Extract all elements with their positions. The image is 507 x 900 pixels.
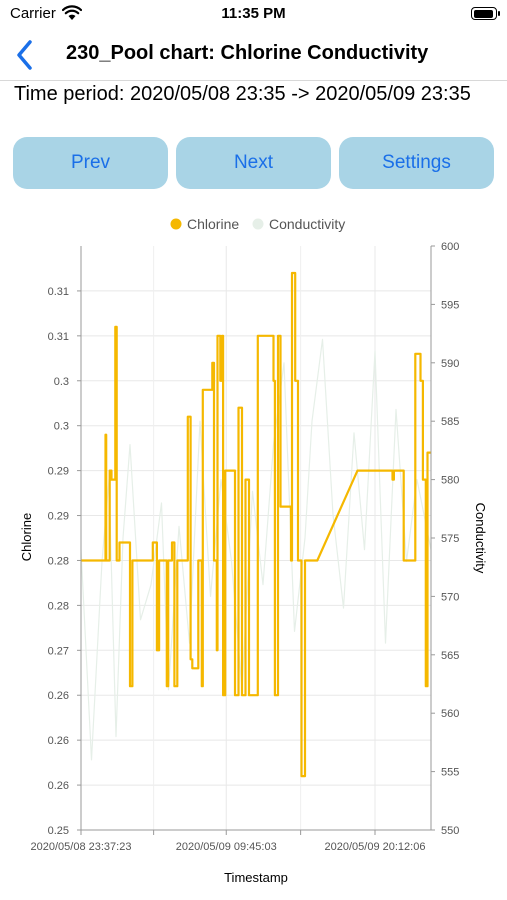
chart-legend: Chlorine Conductivity [170, 216, 345, 232]
page-title: 230_Pool chart: Chlorine Conductivity [66, 42, 429, 64]
button-row: Prev Next Settings [13, 137, 495, 189]
legend-label-chlorine: Chlorine [187, 216, 239, 232]
chart-grid [80, 246, 431, 831]
settings-button[interactable]: Settings [339, 137, 494, 189]
legend-label-conductivity: Conductivity [269, 216, 345, 232]
chart-axes: 0.25 0.26 0.26 0.26 0.27 0.28 0.28 0.29 0.29 0.3 0… [31, 241, 460, 853]
x-tick-label: 2020/05/09 09:45:03 [176, 841, 277, 853]
x-tick-label: 2020/05/09 20:12:06 [325, 841, 426, 853]
y-left-tick-label: 0.27 [48, 645, 69, 657]
status-time: 11:35 PM [221, 5, 286, 22]
y-axis-right-label: Conductivity [473, 503, 488, 574]
y-right-tick-label: 565 [441, 650, 459, 662]
legend-marker-chlorine [170, 218, 182, 230]
y-right-tick-label: 595 [441, 299, 459, 311]
series-line-chlorine [81, 271, 431, 778]
y-right-tick-label: 550 [441, 825, 459, 837]
battery-icon [471, 7, 500, 20]
y-right-tick-label: 585 [441, 416, 459, 428]
back-chevron-icon[interactable] [12, 38, 38, 72]
navigation-bar: 230_Pool chart: Chlorine Conductivity [0, 30, 507, 81]
y-left-tick-label: 0.31 [48, 331, 69, 343]
chlorine-conductivity-chart: Chlorine Conductivity 0.250.260.260.260.2… [19, 216, 488, 885]
chart-series [80, 271, 432, 778]
y-right-tick-label: 555 [441, 767, 459, 779]
y-right-tick-label: 575 [441, 533, 459, 545]
y-axis-left-label: Chlorine [19, 513, 34, 561]
y-left-tick-label: 0.31 [48, 286, 69, 298]
x-axis-label: Timestamp [224, 870, 288, 885]
y-left-tick-label: 0.28 [48, 555, 69, 567]
prev-button[interactable]: Prev [13, 137, 168, 189]
wifi-icon [62, 5, 82, 20]
y-left-tick-label: 0.3 [54, 376, 69, 388]
time-period-label: Time period: 2020/05/08 23:35 -> 2020/05… [14, 83, 471, 105]
y-left-tick-label: 0.25 [48, 825, 69, 837]
y-right-tick-label: 590 [441, 358, 459, 370]
x-tick-label: 2020/05/08 23:37:23 [31, 841, 132, 853]
y-right-tick-label: 560 [441, 708, 459, 720]
legend-marker-conductivity [252, 218, 264, 230]
y-left-tick-label: 0.26 [48, 735, 69, 747]
y-left-tick-label: 0.26 [48, 690, 69, 702]
y-right-tick-label: 570 [441, 591, 459, 603]
series-line-conductivity [80, 338, 432, 761]
y-left-tick-label: 0.29 [48, 466, 69, 478]
next-button[interactable]: Next [176, 137, 331, 189]
y-left-tick-label: 0.28 [48, 600, 69, 612]
y-left-tick-label: 0.3 [54, 421, 69, 433]
status-bar: Carrier 11:35 PM [0, 0, 507, 30]
y-right-tick-label: 580 [441, 475, 459, 487]
y-right-tick-label: 600 [441, 241, 459, 253]
y-left-tick-label: 0.26 [48, 780, 69, 792]
y-left-tick-label: 0.29 [48, 511, 69, 523]
carrier-label: Carrier [10, 5, 56, 22]
